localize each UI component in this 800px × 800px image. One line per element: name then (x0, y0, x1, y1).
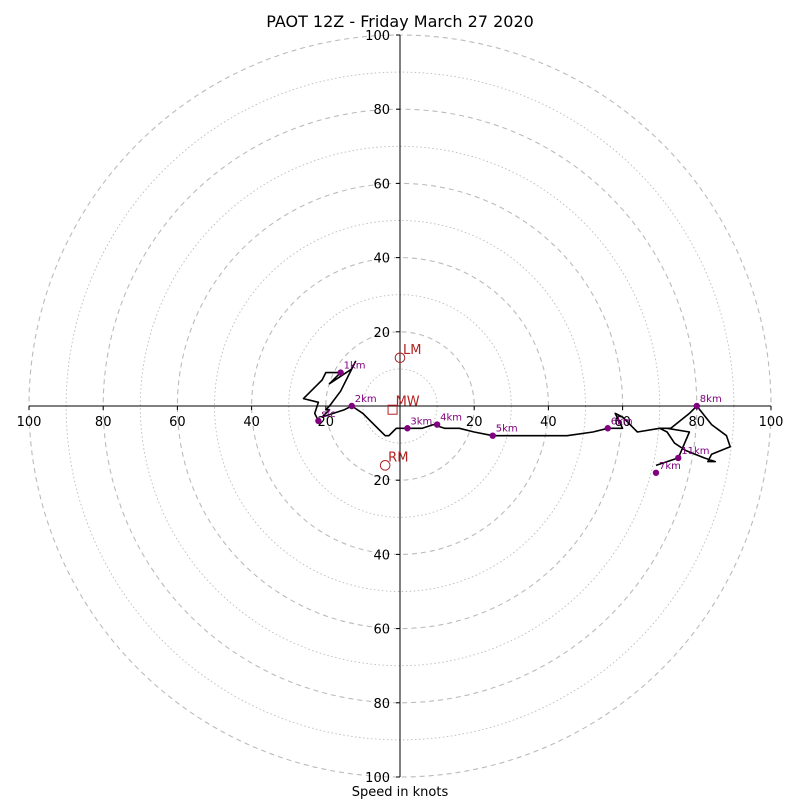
height-marker-label: 4km (440, 413, 462, 424)
height-marker-label: 3km (410, 416, 432, 427)
x-tick-label: 80 (95, 415, 112, 430)
height-marker-point (433, 421, 441, 428)
height-marker-point (404, 425, 411, 432)
x-tick-label: 20 (318, 415, 335, 430)
height-marker-label: 1km (344, 361, 366, 372)
height-marker-label: 2km (355, 394, 377, 405)
hodograph-trace (302, 360, 732, 467)
height-marker-point (693, 402, 700, 410)
height-marker-label: 7km (659, 461, 681, 472)
y-tick-label: 60 (373, 177, 390, 192)
height-marker-point (652, 469, 660, 476)
height-marker-point (489, 432, 496, 439)
y-tick-label: 20 (373, 326, 390, 341)
x-tick-label: 20 (466, 415, 483, 430)
height-marker-point (348, 402, 355, 410)
axes (29, 35, 771, 777)
x-tick-label: 100 (759, 415, 784, 430)
x-tick-label: 40 (243, 415, 260, 430)
y-tick-label: 100 (365, 29, 390, 44)
storm-motion-label: RM (388, 450, 408, 465)
storm-motion-markers: LM RM MW (379, 343, 421, 471)
height-marker-label: 5km (496, 424, 518, 435)
storm-motion-marker (394, 352, 406, 364)
storm-motion-label: MW (396, 395, 420, 410)
height-marker-point (604, 425, 611, 432)
y-tick-label: 40 (373, 548, 390, 563)
x-tick-label: 40 (540, 415, 557, 430)
height-marker-label: 6km (611, 416, 633, 427)
y-tick-label: 60 (373, 623, 390, 638)
storm-motion-marker (379, 460, 391, 471)
height-markers: sfc 1km 2km 3km 4km 5km 6km 7km 8km 11km (315, 361, 722, 476)
storm-motion-marker (387, 404, 398, 415)
storm-motion-label: LM (403, 343, 421, 358)
height-marker-point (337, 369, 344, 376)
x-axis-label: Speed in knots (352, 785, 449, 800)
y-tick-label: 20 (373, 474, 390, 489)
chart-title: PAOT 12Z - Friday March 27 2020 (266, 12, 534, 31)
height-marker-point (315, 417, 322, 425)
y-tick-label: 100 (365, 771, 390, 786)
tick-labels: 100 80 60 40 20 20 40 60 80 100100806040202040608… (17, 29, 784, 786)
y-tick-label: 40 (373, 252, 390, 267)
x-tick-label: 60 (169, 415, 186, 430)
height-marker-point (675, 454, 682, 462)
y-tick-label: 80 (373, 697, 390, 712)
height-marker-label: sfc (321, 409, 335, 420)
x-tick-label: 100 (17, 415, 42, 430)
hodograph-line (302, 360, 732, 467)
x-tick-label: 80 (689, 415, 706, 430)
y-tick-label: 80 (373, 103, 390, 118)
height-marker-label: 11km (681, 446, 709, 457)
height-marker-label: 8km (700, 394, 722, 405)
